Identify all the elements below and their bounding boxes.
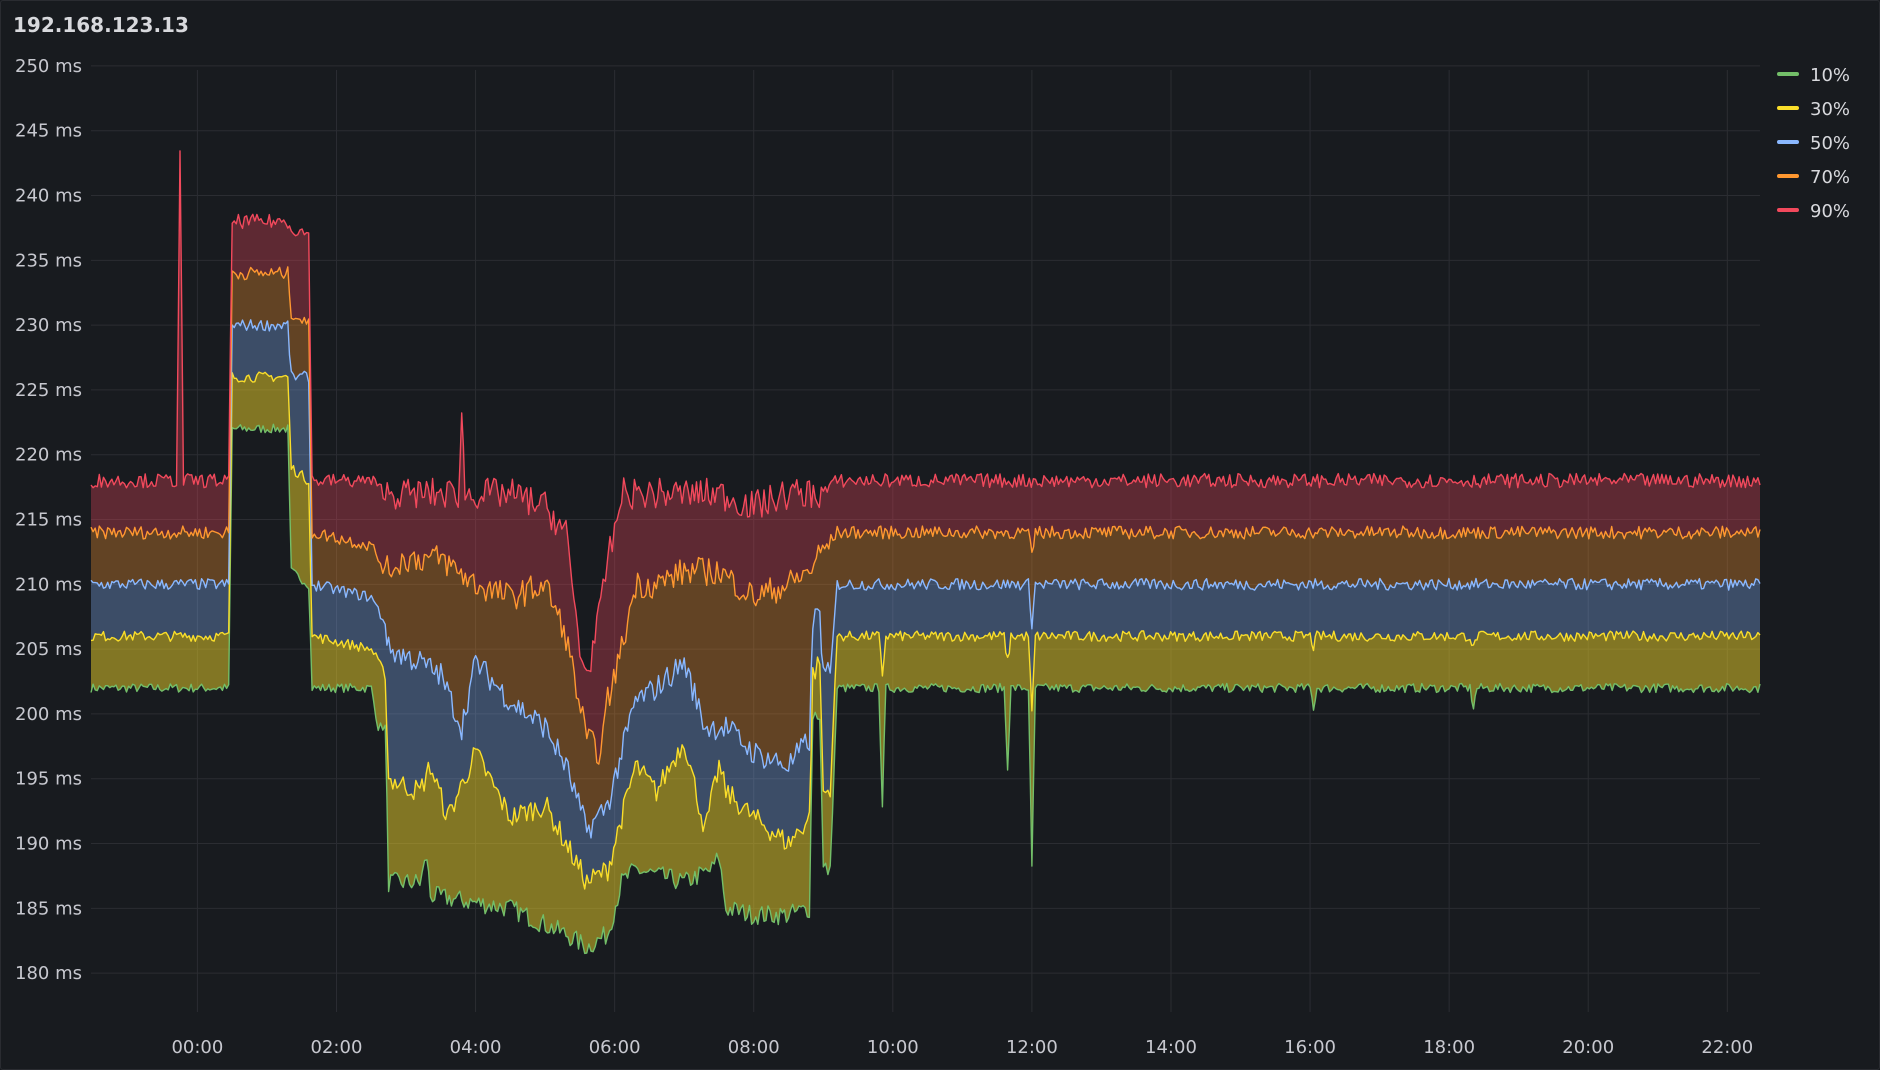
y-tick-label: 245 ms: [15, 121, 82, 142]
legend-label: 70%: [1810, 167, 1850, 188]
series-area-30pct: [91, 372, 1760, 954]
series-line-70pct: [90, 266, 1761, 765]
y-tick-label: 215 ms: [15, 510, 82, 531]
x-tick-label: 04:00: [450, 1037, 502, 1058]
legend-item-70pct[interactable]: 70%: [1777, 167, 1850, 188]
y-tick-label: 205 ms: [15, 639, 82, 660]
legend-item-10pct[interactable]: 10%: [1777, 65, 1850, 86]
y-tick-label: 200 ms: [15, 704, 82, 725]
x-tick-label: 12:00: [1006, 1037, 1058, 1058]
legend-label: 30%: [1810, 99, 1850, 120]
x-axis: 00:00 02:00 04:00 06:00 08:00 10:00 12:00 14:00…: [171, 1037, 1753, 1058]
legend-label: 10%: [1810, 65, 1850, 86]
y-tick-label: 220 ms: [15, 445, 82, 466]
x-tick-label: 18:00: [1423, 1037, 1475, 1058]
y-tick-label: 180 ms: [15, 963, 82, 984]
series-areas: [91, 150, 1760, 954]
x-tick-label: 00:00: [171, 1037, 223, 1058]
x-tick-label: 02:00: [311, 1037, 363, 1058]
x-tick-label: 22:00: [1701, 1037, 1753, 1058]
y-axis: 180 ms 185 ms 190 ms 195 ms 200 ms 205 ms 210 …: [15, 56, 82, 984]
series-line-10pct: [90, 423, 1761, 955]
y-tick-label: 210 ms: [15, 574, 82, 595]
x-tick-label: 16:00: [1284, 1037, 1336, 1058]
legend-label: 90%: [1810, 201, 1850, 222]
series-line-30pct: [90, 371, 1761, 890]
series-area-band-10-30: [91, 372, 1760, 954]
panel-title: 192.168.123.13: [13, 13, 189, 37]
y-tick-label: 250 ms: [15, 56, 82, 77]
legend-item-90pct[interactable]: 90%: [1777, 201, 1850, 222]
legend-item-30pct[interactable]: 30%: [1777, 99, 1850, 120]
x-tick-label: 20:00: [1562, 1037, 1614, 1058]
x-tick-label: 14:00: [1145, 1037, 1197, 1058]
y-tick-label: 185 ms: [15, 898, 82, 919]
series-line-90pct: [90, 150, 1761, 673]
series-area-50pct: [91, 319, 1760, 889]
x-tick-label: 06:00: [589, 1037, 641, 1058]
y-tick-label: 190 ms: [15, 834, 82, 855]
x-tick-label: 10:00: [867, 1037, 919, 1058]
series-line-50pct: [90, 319, 1761, 839]
legend[interactable]: 10% 30% 50% 70% 90%: [1777, 65, 1850, 222]
x-tick-label: 08:00: [728, 1037, 780, 1058]
y-tick-label: 240 ms: [15, 186, 82, 207]
series-area-70pct: [91, 266, 1760, 838]
y-tick-label: 195 ms: [15, 769, 82, 790]
legend-item-50pct[interactable]: 50%: [1777, 133, 1850, 154]
y-tick-label: 235 ms: [15, 250, 82, 271]
series-lines: [90, 150, 1761, 955]
y-tick-label: 225 ms: [15, 380, 82, 401]
legend-label: 50%: [1810, 133, 1850, 154]
y-tick-label: 230 ms: [15, 315, 82, 336]
